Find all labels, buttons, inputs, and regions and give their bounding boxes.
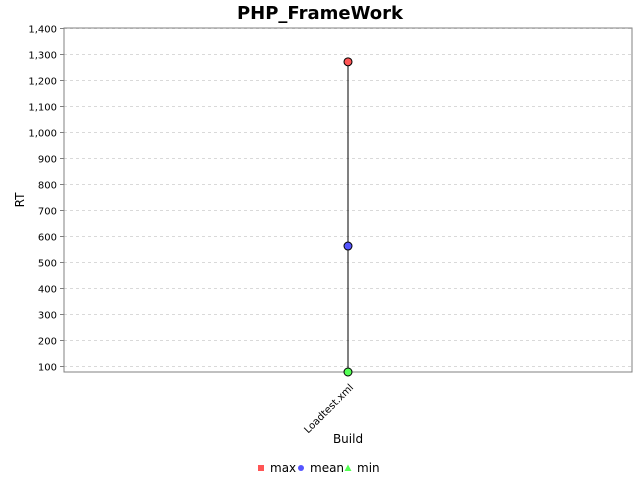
x-tick-label: Loadtest.xml	[303, 382, 357, 436]
y-tick-label: 200	[38, 337, 57, 348]
legend-marker-mean	[298, 465, 304, 471]
y-tick-label: 400	[38, 285, 57, 296]
y-tick-label: 600	[38, 233, 57, 244]
y-axis: 100 200 300 400 500 600 700 800 900 1,000 1,100 1,2…	[28, 25, 65, 374]
y-tick-label: 1,100	[28, 103, 57, 114]
legend-label-min: min	[357, 461, 380, 475]
legend-label-mean: mean	[310, 461, 344, 475]
legend-label-max: max	[270, 461, 296, 475]
y-tick-label: 300	[38, 311, 57, 322]
y-axis-label: RT	[13, 192, 27, 207]
y-tick-label: 1,400	[28, 25, 57, 36]
y-tick-label: 500	[38, 259, 57, 270]
chart-title: PHP_FrameWork	[237, 3, 404, 24]
y-tick-label: 1,000	[28, 129, 57, 140]
y-tick-label: 900	[38, 155, 57, 166]
y-tick-label: 1,200	[28, 77, 57, 88]
point-max	[343, 57, 353, 67]
point-mean	[343, 241, 353, 251]
y-tick-label: 800	[38, 181, 57, 192]
legend: max mean min	[258, 461, 380, 475]
legend-marker-min	[344, 464, 352, 471]
x-axis-label: Build	[333, 432, 363, 446]
x-axis: Loadtest.xml	[303, 372, 357, 436]
point-min	[343, 367, 353, 377]
y-tick-label: 700	[38, 207, 57, 218]
y-tick-label: 100	[38, 363, 57, 374]
data-marks	[343, 57, 353, 377]
y-tick-label: 1,300	[28, 51, 57, 62]
legend-marker-max	[258, 465, 264, 471]
